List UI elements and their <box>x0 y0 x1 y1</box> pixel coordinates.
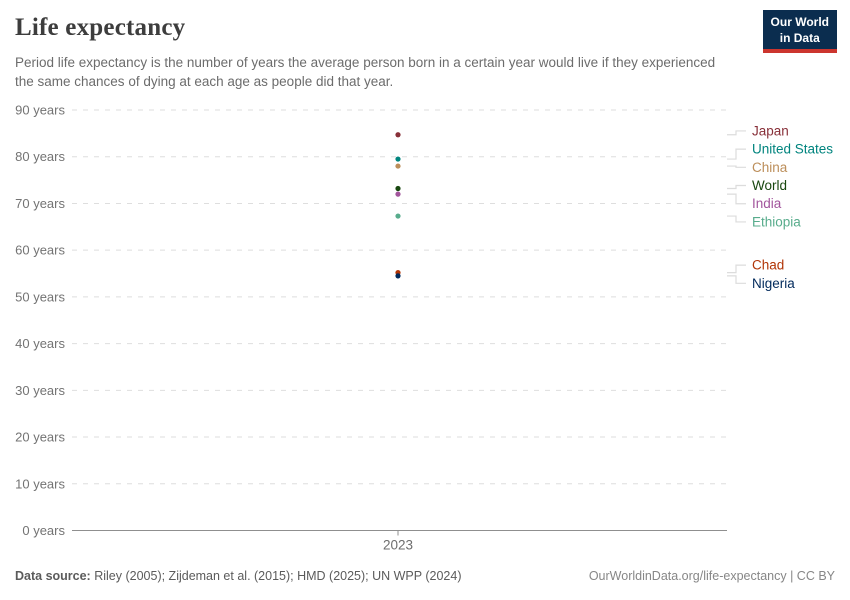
y-axis-tick-label: 90 years <box>15 103 65 118</box>
legend-connector-united-states <box>727 148 746 160</box>
data-source-text: Riley (2005); Zijdeman et al. (2015); HM… <box>94 569 462 583</box>
legend-connector-india <box>727 193 746 205</box>
owid-logo[interactable]: Our World in Data <box>762 10 837 54</box>
legend-label-united-states[interactable]: United States <box>752 142 833 157</box>
point-nigeria[interactable] <box>395 273 401 279</box>
owid-logo-line2: in Data <box>779 30 820 45</box>
legend-connector-nigeria <box>727 275 746 284</box>
y-axis-tick-label: 10 years <box>15 476 65 491</box>
data-source-label: Data source: <box>15 569 91 583</box>
y-axis-tick-label: 50 years <box>15 289 65 304</box>
point-united-states[interactable] <box>395 156 401 162</box>
legend-connector-chad <box>727 264 746 274</box>
legend-connector-world <box>727 184 746 190</box>
legend-label-world[interactable]: World <box>752 178 787 193</box>
data-source-note: Data source: Riley (2005); Zijdeman et a… <box>15 569 462 583</box>
legend-connector-china <box>727 165 746 168</box>
y-axis-tick-label: 40 years <box>15 336 65 351</box>
y-axis-tick-label: 0 years <box>22 523 65 538</box>
owid-logo-line1: Our World <box>770 15 829 29</box>
chart-subtitle: Period life expectancy is the number of … <box>15 55 716 90</box>
y-axis-tick-label: 60 years <box>15 243 65 258</box>
legend-connector-japan <box>727 130 746 136</box>
y-axis-tick-label: 80 years <box>15 149 65 164</box>
y-axis-tick-label: 70 years <box>15 196 65 211</box>
point-japan[interactable] <box>395 132 401 138</box>
point-ethiopia[interactable] <box>395 213 401 219</box>
legend-connector-ethiopia <box>727 215 746 223</box>
x-axis-tick-label: 2023 <box>383 538 413 553</box>
point-china[interactable] <box>395 163 401 169</box>
y-axis-tick-label: 20 years <box>15 430 65 445</box>
legend-label-china[interactable]: China <box>752 160 788 175</box>
legend-label-ethiopia[interactable]: Ethiopia <box>752 214 801 229</box>
y-axis-tick-label: 30 years <box>15 383 65 398</box>
legend-label-chad[interactable]: Chad <box>752 258 784 273</box>
point-world[interactable] <box>395 185 401 192</box>
legend-label-japan[interactable]: Japan <box>752 123 789 138</box>
page-title: Life expectancy <box>15 14 186 41</box>
point-india[interactable] <box>395 191 401 197</box>
license-link[interactable]: OurWorldinData.org/life-expectancy | CC … <box>588 569 835 583</box>
legend-label-nigeria[interactable]: Nigeria <box>752 276 795 291</box>
legend-label-india[interactable]: India <box>752 196 782 211</box>
